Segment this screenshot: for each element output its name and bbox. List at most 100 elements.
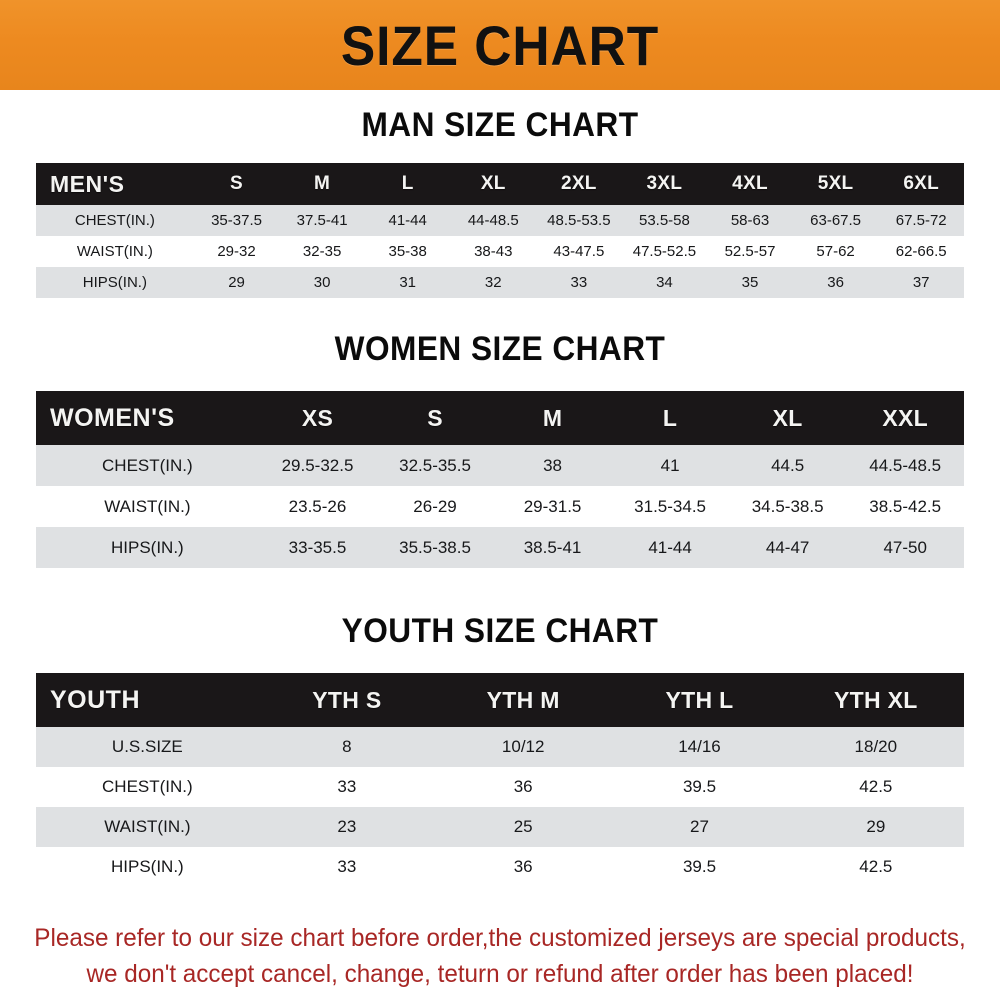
page-banner: SIZE CHART [0,0,1000,90]
men-row-label-1: WAIST(IN.) [76,243,153,260]
men-cell-0-2: 41-44 [388,212,427,229]
table-row: CHEST(IN.) 29.5-32.5 32.5-35.5 38 41 44.5 44.5… [36,445,964,486]
men-column-header-l: L [401,173,414,194]
youth-row-label-0: U.S.SIZE [111,737,183,756]
youth-cell-2-1: 25 [513,817,533,836]
women-cell-2-4: 44-47 [765,537,810,557]
women-cell-2-2: 38.5-41 [523,537,582,557]
men-cell-0-0: 35-37.5 [211,212,262,229]
men-cell-1-3: 38-43 [474,243,513,260]
women-row-label-1: WAIST(IN.) [104,496,191,516]
men-cell-1-7: 57-62 [816,243,855,260]
youth-cell-2-3: 29 [866,817,886,836]
men-cell-2-1: 30 [313,274,331,291]
women-cell-0-4: 44.5 [771,455,805,475]
women-cell-0-3: 41 [660,455,680,475]
table-row: WAIST(IN.) 29-32 32-35 35-38 38-43 43-47.5 47.… [36,236,964,267]
women-cell-0-1: 32.5-35.5 [399,455,471,475]
table-row: HIPS(IN.) 33-35.5 35.5-38.5 38.5-41 41-44 44-… [36,527,964,568]
men-cell-2-4: 33 [570,274,588,291]
section-title-man: MAN SIZE CHART [361,106,639,144]
footer-disclaimer: Please refer to our size chart before or… [15,920,985,992]
women-column-header-xs: XS [301,404,334,431]
youth-cell-0-2: 14/16 [678,737,721,756]
men-column-header-6xl: 6XL [903,173,940,194]
page-title: SIZE CHART [340,13,660,77]
man-table-body: MEN'S S M L XL 2XL 3XL 4XL 5XL 6XL CHEST(IN.) 35-37… [36,163,964,298]
table-row: WAIST(IN.) 23.5-26 26-29 29-31.5 31.5-34.5 34… [36,486,964,527]
women-cell-1-2: 29-31.5 [523,496,582,516]
footer-line-2: we don't accept cancel, change, teturn o… [86,960,914,988]
men-cell-0-4: 48.5-53.5 [547,212,611,229]
women-column-header-xl: XL [772,404,803,431]
youth-size-table: YOUTH YTH S YTH M YTH L YTH XL U.S.SIZE 8 10/12… [36,673,964,887]
women-table-body: WOMEN'S XS S M L XL XXL CHEST(IN.) 29.5-32.5 32.5… [36,391,964,568]
men-column-header-s: S [230,173,244,194]
men-cell-1-4: 43-47.5 [553,243,605,260]
men-cell-2-6: 35 [741,274,759,291]
youth-row-label-1: CHEST(IN.) [102,777,193,796]
youth-column-header-yth-xl: YTH XL [834,686,918,713]
men-cell-2-3: 32 [484,274,502,291]
women-row-label-0: CHEST(IN.) [102,455,193,475]
table-row: HIPS(IN.) 29 30 31 32 33 34 35 36 37 [36,267,964,298]
table-row: WAIST(IN.) 23 25 27 29 [36,807,964,847]
youth-cell-3-1: 36 [513,857,533,876]
women-cell-1-0: 23.5-26 [288,496,347,516]
youth-corner-header: YOUTH [50,685,140,714]
men-cell-0-6: 58-63 [730,212,770,229]
men-column-header-3xl: 3XL [646,173,683,194]
men-cell-1-2: 35-38 [388,243,427,260]
men-cell-0-5: 53.5-58 [638,212,690,229]
youth-cell-3-3: 42.5 [859,857,893,876]
men-column-header-2xl: 2XL [560,173,597,194]
men-cell-0-1: 37.5-41 [296,212,348,229]
women-cell-0-5: 44.5-48.5 [869,455,942,475]
section-title-youth: YOUTH SIZE CHART [341,612,659,650]
men-cell-0-3: 44-48.5 [467,212,519,229]
footer-line-1: Please refer to our size chart before or… [34,924,966,952]
youth-cell-0-1: 10/12 [501,737,545,756]
women-column-header-s: S [427,404,443,431]
men-corner-header: MEN'S [50,170,125,197]
men-cell-2-5: 34 [656,274,673,291]
men-cell-1-8: 62-66.5 [895,243,947,260]
youth-cell-3-2: 39.5 [682,857,717,876]
men-cell-1-1: 32-35 [302,243,342,260]
men-cell-0-7: 63-67.5 [810,212,862,229]
women-column-header-l: L [662,404,678,431]
table-row: CHEST(IN.) 35-37.5 37.5-41 41-44 44-48.5 48.5… [36,205,964,236]
section-title-women: WOMEN SIZE CHART [334,330,666,368]
women-size-table: WOMEN'S XS S M L XL XXL CHEST(IN.) 29.5-32.5 32.5… [36,391,964,568]
women-cell-2-3: 41-44 [648,537,692,557]
women-cell-1-5: 38.5-42.5 [869,496,942,516]
women-cell-1-1: 26-29 [413,496,457,516]
youth-cell-1-1: 36 [513,777,533,796]
men-cell-1-6: 52.5-57 [724,243,776,260]
youth-cell-0-3: 18/20 [854,737,898,756]
youth-column-header-yth-s: YTH S [312,686,382,713]
men-column-header-4xl: 4XL [732,173,768,194]
table-row: U.S.SIZE 8 10/12 14/16 18/20 [36,727,964,767]
women-cell-2-5: 47-50 [883,537,927,557]
men-row-label-2: HIPS(IN.) [82,274,147,291]
women-cell-2-1: 35.5-38.5 [399,537,471,557]
men-column-header-m: M [314,173,331,194]
women-cell-2-0: 33-35.5 [288,537,347,557]
men-cell-2-8: 37 [912,274,930,291]
men-row-label-0: CHEST(IN.) [74,212,155,229]
youth-cell-1-2: 39.5 [682,777,717,796]
men-cell-2-0: 29 [228,274,245,291]
youth-row-label-2: WAIST(IN.) [104,817,191,836]
table-row: CHEST(IN.) 33 36 39.5 42.5 [36,767,964,807]
men-cell-1-5: 47.5-52.5 [632,243,697,260]
youth-table-body: YOUTH YTH S YTH M YTH L YTH XL U.S.SIZE 8 10/12… [36,673,964,887]
youth-header-row: YOUTH YTH S YTH M YTH L YTH XL [36,673,964,727]
women-header-row: WOMEN'S XS S M L XL XXL [36,391,964,445]
man-size-table-wrap: MEN'S S M L XL 2XL 3XL 4XL 5XL 6XL CHEST(IN.) 35-37… [36,163,964,298]
women-size-table-wrap: WOMEN'S XS S M L XL XXL CHEST(IN.) 29.5-32.5 32.5… [36,391,964,568]
men-cell-0-8: 67.5-72 [895,212,947,229]
youth-column-header-yth-m: YTH M [486,686,560,713]
women-cell-1-4: 34.5-38.5 [751,496,824,516]
